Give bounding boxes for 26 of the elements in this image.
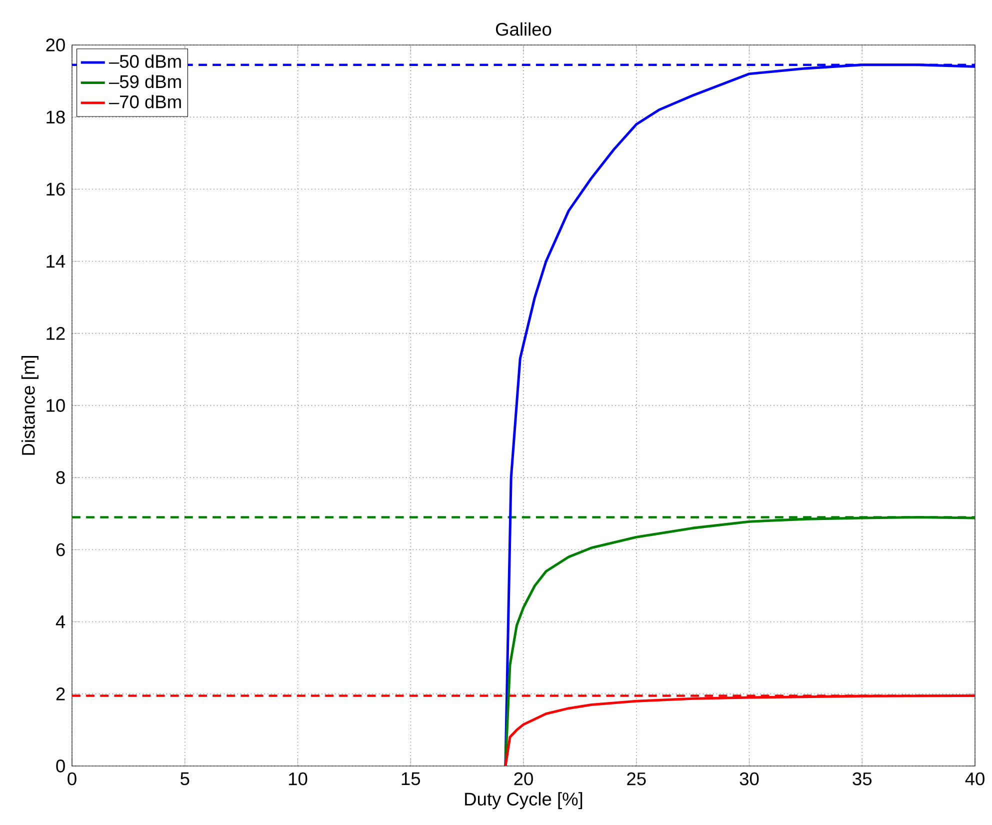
x-tick-label: 20: [514, 772, 533, 786]
x-axis-title: Duty Cycle [%]: [465, 792, 582, 810]
x-tick-label: 30: [740, 772, 759, 786]
x-tick-label: 25: [627, 772, 646, 786]
x-tick-label: 0: [68, 772, 76, 786]
y-tick-label: 16: [46, 182, 65, 196]
legend-label: –59 dBm: [108, 74, 181, 88]
x-tick-label: 15: [402, 772, 420, 786]
chart-title: Galileo: [496, 22, 552, 36]
y-tick-label: 20: [46, 38, 65, 52]
x-tick-label: 5: [180, 772, 190, 786]
y-tick-label: 2: [56, 688, 65, 700]
y-tick-label: 10: [46, 399, 65, 412]
y-tick-label: 6: [56, 543, 65, 556]
y-tick-label: 14: [46, 255, 66, 268]
y-tick-label: 18: [46, 110, 65, 124]
y-tick-label: 0: [56, 760, 65, 772]
y-tick-label: 4: [56, 616, 66, 628]
y-axis-title: Distance [m]: [21, 356, 38, 455]
x-tick-label: 40: [965, 772, 984, 786]
y-tick-label: 8: [56, 471, 65, 484]
y-tick-label: 12: [46, 327, 65, 340]
legend-label: –70 dBm: [108, 94, 181, 108]
x-tick-label: 10: [288, 772, 308, 786]
legend-label: –50 dBm: [108, 54, 181, 68]
x-tick-label: 35: [852, 772, 872, 786]
